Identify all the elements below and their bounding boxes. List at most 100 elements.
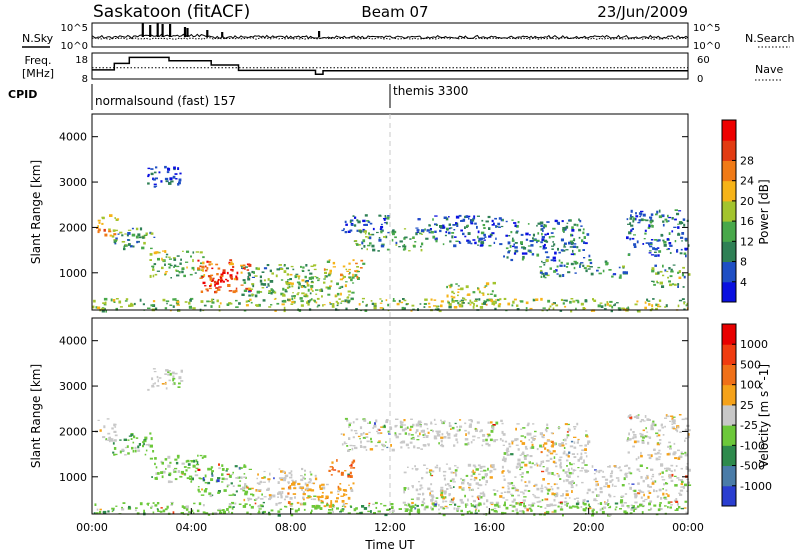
echo-cell	[464, 503, 468, 506]
echo-cell	[161, 383, 165, 385]
echo-cell	[472, 439, 475, 441]
echo-cell	[371, 244, 375, 248]
echo-cell	[467, 442, 470, 446]
echo-cell	[155, 166, 158, 169]
echo-cell	[362, 219, 366, 223]
echo-cell	[128, 304, 132, 307]
echo-cell	[186, 460, 190, 463]
echo-cell	[478, 298, 481, 301]
echo-cell	[438, 503, 440, 507]
echo-cell	[675, 498, 678, 501]
echo-cell	[143, 442, 145, 446]
echo-cell	[255, 498, 258, 501]
echo-cell	[459, 419, 462, 421]
echo-cell	[288, 284, 291, 286]
echo-cell	[315, 504, 319, 508]
echo-cell	[380, 230, 383, 234]
echo-cell	[403, 419, 406, 422]
echo-cell	[261, 287, 265, 289]
echo-cell	[464, 226, 466, 229]
echo-cell	[507, 485, 510, 487]
echo-cell	[526, 433, 529, 436]
echo-cell	[498, 217, 502, 220]
echo-cell	[324, 498, 327, 500]
echo-cell	[179, 262, 182, 265]
echo-cell	[604, 303, 607, 307]
echo-cell	[576, 246, 579, 249]
echo-cell	[570, 233, 573, 237]
echo-cell	[650, 427, 654, 431]
echo-cell	[579, 457, 583, 460]
echo-cell	[586, 265, 590, 268]
echo-cell	[267, 278, 270, 281]
echo-cell	[524, 445, 528, 449]
echo-cell	[374, 422, 376, 426]
echo-cell	[560, 495, 564, 497]
echo-cell	[678, 270, 681, 273]
echo-cell	[440, 486, 444, 489]
echo-cell	[240, 271, 243, 274]
echo-cell	[326, 496, 329, 498]
echo-cell	[204, 482, 207, 484]
echo-cell	[98, 228, 101, 232]
echo-cell	[609, 494, 612, 498]
echo-cell	[650, 507, 653, 511]
echo-cell	[249, 298, 252, 301]
velocity-colorbar-swatch	[722, 364, 736, 386]
echo-cell	[172, 383, 175, 386]
echo-cell	[379, 307, 383, 309]
echo-cell	[101, 216, 105, 219]
echo-cell	[416, 439, 420, 441]
echo-cell	[465, 505, 467, 508]
xtick-label: 12:00	[374, 521, 406, 534]
echo-cell	[168, 182, 172, 185]
echo-cell	[582, 264, 585, 267]
echo-cell	[571, 453, 575, 455]
echo-cell	[270, 291, 273, 295]
echo-cell	[200, 494, 205, 496]
echo-cell	[347, 475, 351, 478]
echo-cell	[363, 445, 367, 449]
echo-cell	[226, 485, 229, 488]
echo-cell	[235, 277, 239, 281]
echo-cell	[608, 493, 611, 497]
echo-cell	[308, 300, 311, 303]
echo-cell	[385, 420, 389, 424]
echo-cell	[313, 268, 317, 271]
echo-cell	[452, 296, 456, 299]
echo-cell	[402, 245, 405, 248]
nsky-spike	[156, 23, 159, 37]
echo-cell	[402, 501, 406, 504]
echo-cell	[328, 509, 332, 511]
echo-cell	[565, 249, 569, 251]
echo-cell	[503, 255, 505, 258]
echo-cell	[580, 262, 584, 264]
echo-cell	[145, 232, 148, 236]
echo-cell	[243, 473, 246, 475]
echo-cell	[530, 436, 534, 439]
echo-cell	[648, 250, 652, 252]
echo-cell	[268, 480, 270, 483]
echo-cell	[202, 269, 204, 272]
echo-cell	[499, 495, 503, 498]
echo-cell	[434, 466, 439, 469]
echo-cell	[290, 473, 293, 477]
echo-cell	[481, 292, 485, 294]
echo-cell	[658, 299, 662, 302]
echo-cell	[313, 299, 315, 302]
echo-cell	[540, 297, 543, 301]
echo-cell	[243, 476, 246, 479]
echo-cell	[595, 511, 598, 514]
echo-cell	[259, 480, 262, 484]
echo-cell	[403, 228, 407, 230]
echo-cell	[468, 217, 470, 220]
echo-cell	[121, 448, 125, 451]
echo-cell	[521, 510, 524, 513]
echo-cell	[637, 492, 641, 495]
echo-cell	[558, 443, 562, 447]
echo-cell	[612, 273, 616, 276]
echo-cell	[378, 214, 382, 217]
echo-cell	[292, 292, 294, 294]
